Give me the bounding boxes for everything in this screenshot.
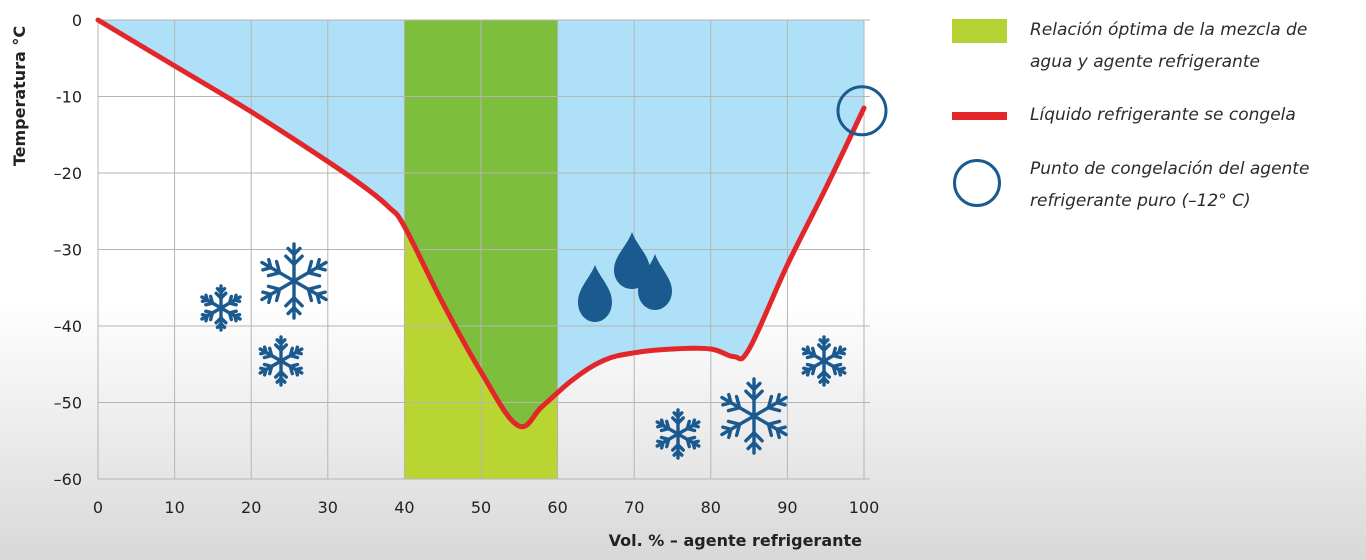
legend-item-optimal: Relación óptima de la mezcla de agua y a… [952,14,1362,78]
x-tick-label: 50 [471,498,491,517]
x-tick-label: 90 [777,498,797,517]
freezing-point-chart: 0 10 20 30 40 50 60 70 80 90 100 0 -10 –20 –30 –40 –50 –… [10,11,888,550]
grid-lines [97,19,870,480]
legend-circle-icon [953,159,1001,207]
legend-item-freezing: Líquido refrigerante se congela [952,99,1362,131]
legend-pure-line1: Punto de congelación del agente [1030,159,1310,179]
y-tick-label: –40 [54,317,82,336]
x-tick-label: 20 [241,498,261,517]
x-tick-label: 0 [93,498,103,517]
legend-optimal-line2: agua y agente refrigerante [1030,52,1260,72]
y-tick-label: –60 [54,470,82,489]
x-tick-label: 30 [318,498,338,517]
legend-item-pure-point: Punto de congelación del agente refriger… [952,153,1362,217]
x-axis: 0 10 20 30 40 50 60 70 80 90 100 [93,498,879,517]
pure-coolant-freezing-point-marker [836,85,888,137]
snowflake-icon [718,379,790,453]
x-tick-label: 100 [849,498,880,517]
x-tick-label: 70 [624,498,644,517]
snowflake-icon [258,337,305,385]
x-tick-label: 10 [164,498,184,517]
y-tick-label: –20 [54,164,82,183]
snowflake-icon [801,337,848,385]
x-tick-label: 60 [547,498,567,517]
optimal-range-frozen-band [404,226,558,479]
snowflake-icon [258,244,330,318]
legend-green-swatch [952,19,1007,43]
y-tick-label: –50 [54,394,82,413]
legend-red-swatch [952,112,1007,120]
y-tick-label: –30 [54,241,82,260]
legend: Relación óptima de la mezcla de agua y a… [952,14,1362,238]
x-tick-label: 40 [394,498,414,517]
snowflake-icon [200,286,243,330]
legend-pure-line2: refrigerante puro (–12° C) [1030,191,1251,211]
y-tick-label: -10 [56,88,82,107]
freezing-curve-line [95,17,867,430]
drops-icon [578,232,672,322]
x-axis-title: Vol. % – agente refrigerante [609,531,862,550]
y-axis: 0 -10 –20 –30 –40 –50 –60 [54,11,82,489]
legend-optimal-line1: Relación óptima de la mezcla de [1030,20,1308,40]
legend-freezing-label: Líquido refrigerante se congela [1030,105,1296,125]
snowflake-icon [655,410,702,458]
x-tick-label: 80 [701,498,721,517]
y-tick-label: 0 [72,11,82,30]
y-axis-title: Temperatura °C [10,26,29,166]
